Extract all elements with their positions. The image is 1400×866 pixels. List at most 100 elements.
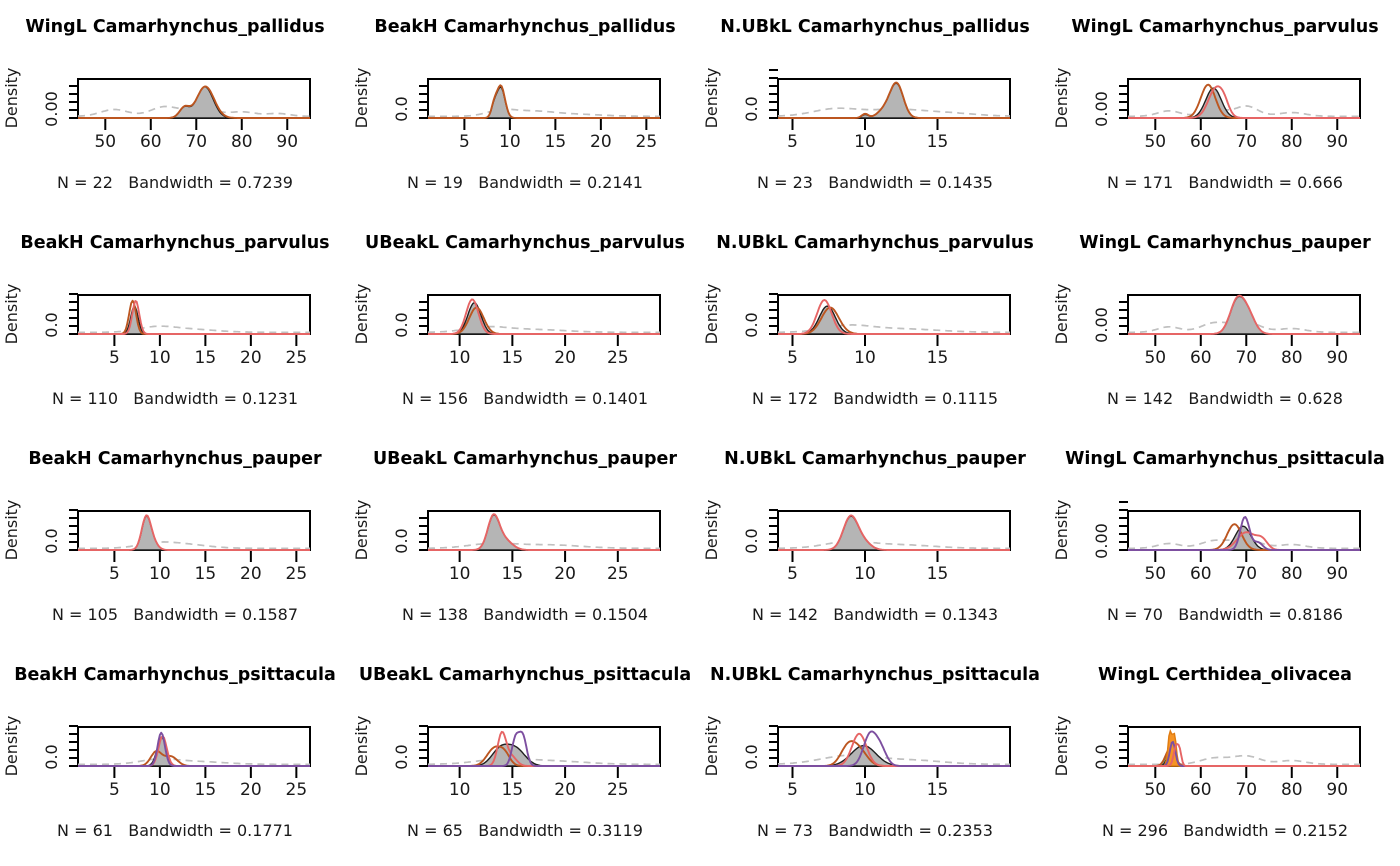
plot-title: WingL Camarhynchus_pallidus	[25, 17, 325, 37]
plot-canvas: 5 10 15 20 25	[69, 725, 311, 800]
plot-title: BeakH Camarhynchus_psittacula	[14, 665, 336, 685]
plot-subtitle: N = 23 Bandwidth = 0.1435	[757, 173, 993, 192]
plot-box	[1127, 78, 1361, 119]
x-tick-label: 50	[1144, 132, 1166, 152]
x-tick-label: 25	[636, 132, 658, 152]
density-plot: N.UBkL Camarhynchus_parvulus Density 0.0…	[700, 217, 1050, 433]
density-plot: BeakH Camarhynchus_psittacula Density 0.…	[0, 649, 350, 865]
plot-subtitle: N = 142 Bandwidth = 0.1343	[751, 605, 999, 624]
density-plot: N.UBkL Camarhynchus_pauper Density 0.0 5…	[700, 433, 1050, 649]
x-tick-label: 15	[927, 564, 949, 584]
x-tick-label: 50	[1144, 348, 1166, 368]
island-rust-curve	[428, 84, 660, 119]
plot-canvas: 5 10 15	[769, 69, 1011, 152]
island-salmon-curve	[1128, 294, 1360, 335]
density-plot: WingL Camarhynchus_psittacula Density 0.…	[1050, 433, 1400, 649]
x-tick-label: 80	[1281, 564, 1303, 584]
density-plot: WingL Camarhynchus_pauper Density 0.00 5…	[1050, 217, 1400, 433]
plot-canvas: 5 10 15 20 25	[69, 293, 311, 368]
x-tick-label: 60	[1190, 780, 1212, 800]
all-species-reference-curve	[78, 325, 310, 334]
island-purple-curve	[1128, 516, 1360, 551]
plot-title: UBeakL Camarhynchus_psittacula	[358, 665, 692, 685]
plot-title: WingL Camarhynchus_pauper	[1079, 233, 1371, 253]
plot-subtitle: N = 296 Bandwidth = 0.2152	[1101, 821, 1349, 840]
island-rust-curve	[78, 85, 310, 119]
island-salmon-curve	[78, 300, 310, 335]
x-tick-label: 90	[276, 132, 298, 152]
plot-subtitle: N = 65 Bandwidth = 0.3119	[407, 821, 643, 840]
all-species-reference-curve	[1128, 538, 1360, 550]
island-purple-curve	[78, 731, 310, 767]
plot-title: UBeakL Camarhynchus_pauper	[372, 449, 678, 469]
island-rust-curve	[778, 81, 1010, 119]
plot-subtitle: N = 73 Bandwidth = 0.2353	[757, 821, 993, 840]
x-tick-label: 90	[1326, 348, 1348, 368]
x-tick-label: 10	[449, 564, 471, 584]
plot-canvas: 5 10 15	[769, 725, 1011, 800]
x-tick-label: 50	[1144, 780, 1166, 800]
x-tick-label: 70	[185, 132, 207, 152]
x-tick-label: 10	[854, 780, 876, 800]
x-tick-label: 50	[94, 132, 116, 152]
x-tick-label: 10	[499, 132, 521, 152]
island-salmon-curve	[78, 514, 310, 551]
plot-title: WingL Certhidea_olivacea	[1098, 665, 1352, 685]
all-species-reference-curve	[428, 757, 660, 766]
x-tick-label: 70	[1235, 132, 1257, 152]
density-plot: BeakH Camarhynchus_parvulus Density 0.0 …	[0, 217, 350, 433]
plot-title: UBeakL Camarhynchus_parvulus	[365, 233, 685, 253]
plot-title: N.UBkL Camarhynchus_psittacula	[710, 665, 1040, 685]
plot-canvas: 50 60 70 80 90	[1119, 725, 1361, 800]
plot-title: N.UBkL Camarhynchus_pallidus	[720, 17, 1030, 37]
x-tick-label: 5	[459, 132, 470, 152]
plot-subtitle: N = 105 Bandwidth = 0.1587	[51, 605, 299, 624]
all-species-reference-curve	[777, 107, 1010, 117]
x-tick-label: 10	[149, 780, 171, 800]
x-tick-label: 10	[449, 348, 471, 368]
density-plot: UBeakL Camarhynchus_psittacula Density 0…	[350, 649, 700, 865]
plot-box	[77, 726, 311, 767]
plot-subtitle: N = 142 Bandwidth = 0.628	[1107, 389, 1343, 408]
plot-canvas: 50 60 70 80 90	[1119, 501, 1361, 584]
x-tick-label: 60	[1190, 132, 1212, 152]
x-tick-label: 15	[502, 564, 524, 584]
x-tick-label: 60	[1190, 564, 1212, 584]
island-purple-curve	[778, 730, 1010, 767]
x-tick-label: 5	[787, 564, 798, 584]
x-tick-label: 25	[286, 348, 308, 368]
plot-title: N.UBkL Camarhynchus_parvulus	[716, 233, 1034, 253]
x-tick-label: 50	[1144, 564, 1166, 584]
plot-subtitle: N = 138 Bandwidth = 0.1504	[401, 605, 649, 624]
plot-subtitle: N = 172 Bandwidth = 0.1115	[751, 389, 999, 408]
x-tick-label: 10	[449, 780, 471, 800]
plot-canvas: 5 10 15	[769, 509, 1011, 584]
x-tick-label: 70	[1235, 348, 1257, 368]
plot-subtitle: N = 70 Bandwidth = 0.8186	[1107, 605, 1343, 624]
plot-box	[427, 510, 661, 551]
plot-subtitle: N = 156 Bandwidth = 0.1401	[401, 389, 649, 408]
x-tick-label: 25	[607, 564, 629, 584]
x-tick-label: 5	[787, 780, 798, 800]
plot-canvas: 5 10 15 20 25	[419, 78, 661, 152]
plot-subtitle: N = 110 Bandwidth = 0.1231	[51, 389, 299, 408]
x-tick-label: 70	[1235, 564, 1257, 584]
density-plot: WingL Camarhynchus_parvulus Density 0.00…	[1050, 1, 1400, 217]
density-plot: BeakH Camarhynchus_pallidus Density 0.0 …	[350, 1, 700, 217]
plot-box	[427, 78, 661, 119]
island-purple-curve	[428, 730, 660, 767]
all-species-reference-curve	[428, 108, 660, 118]
island-salmon-curve	[1128, 743, 1360, 767]
plot-box	[777, 510, 1011, 551]
all-species-reference-curve	[778, 540, 1010, 550]
density-plot: UBeakL Camarhynchus_pauper Density 0.0 1…	[350, 433, 700, 649]
x-tick-label: 15	[502, 348, 524, 368]
all-species-reference-curve	[78, 757, 310, 766]
x-tick-label: 10	[149, 564, 171, 584]
x-tick-label: 20	[590, 132, 612, 152]
x-tick-label: 20	[240, 348, 262, 368]
x-tick-label: 15	[927, 132, 949, 152]
x-tick-label: 20	[554, 564, 576, 584]
plot-title: WingL Camarhynchus_parvulus	[1071, 17, 1379, 37]
island-salmon-curve	[778, 514, 1010, 551]
